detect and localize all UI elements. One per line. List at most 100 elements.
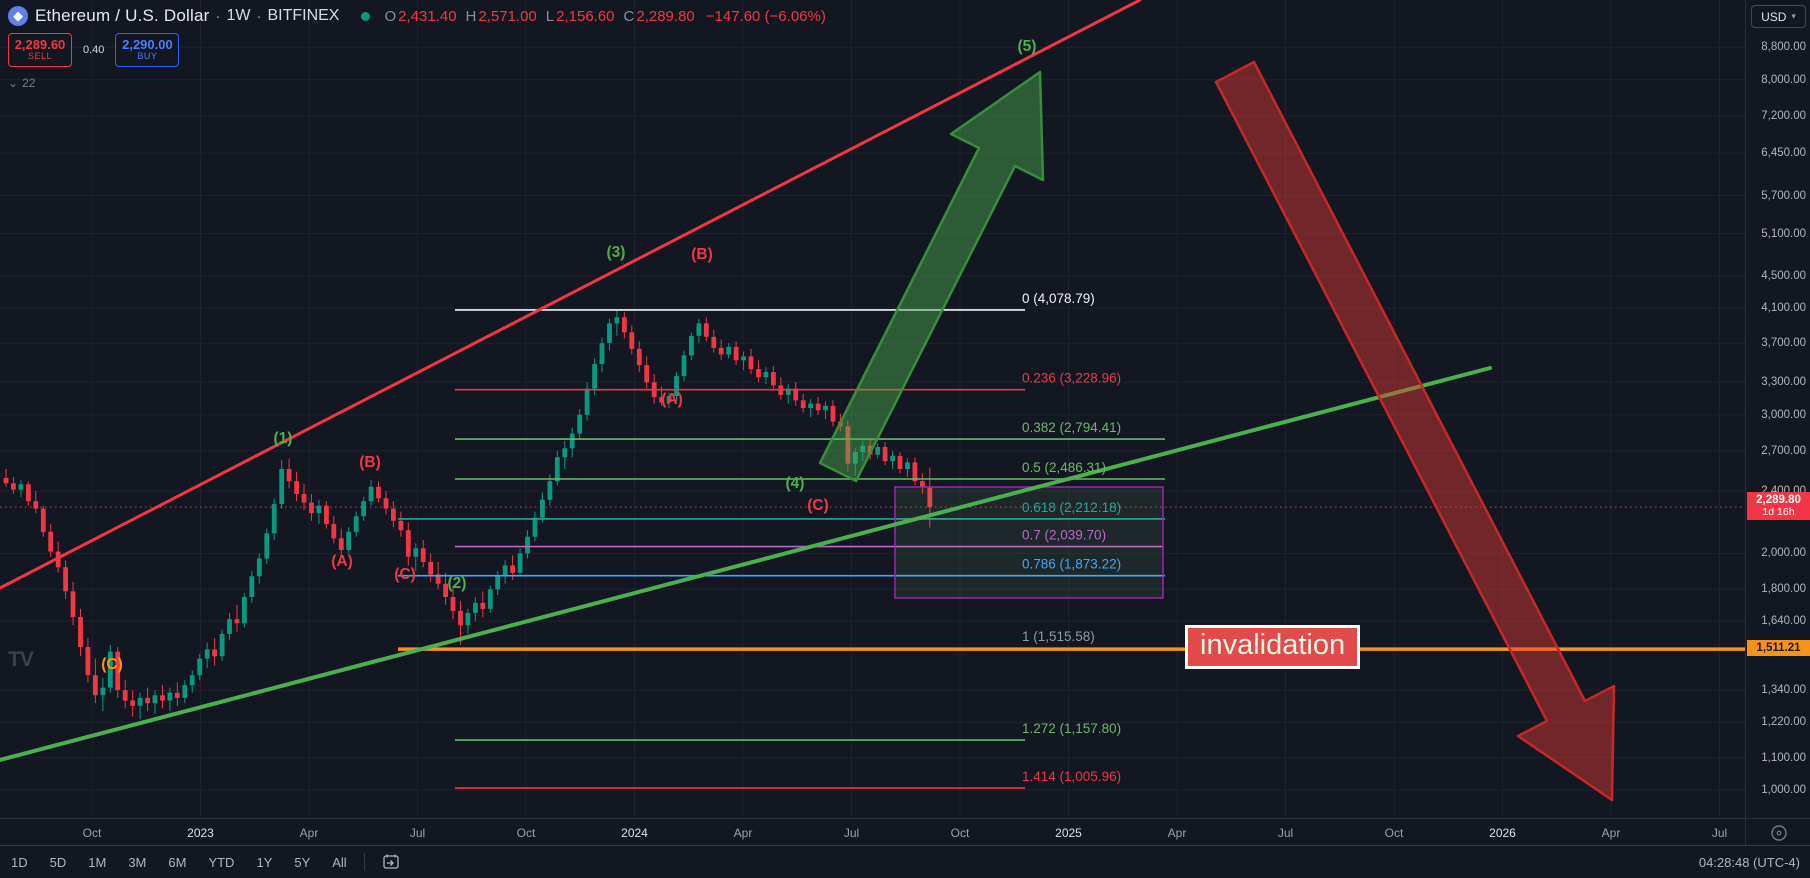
svg-text:(A): (A) xyxy=(331,553,353,570)
range-button-1d[interactable]: 1D xyxy=(11,854,28,870)
range-button-5d[interactable]: 5D xyxy=(49,854,67,870)
bear-scenario-arrow xyxy=(1214,60,1616,802)
time-scale-label: 2026 xyxy=(1489,825,1516,840)
svg-text:(4): (4) xyxy=(786,475,805,492)
price-scale[interactable]: USD ▾ 8,800.00 8,000.00 7,200.00 6,450.00 5,… xyxy=(1745,0,1810,818)
grid xyxy=(0,0,1745,818)
time-scale-label: Oct xyxy=(516,825,536,840)
svg-text:(B): (B) xyxy=(359,454,381,471)
indicators-count: 22 xyxy=(22,76,36,90)
open-value: 2,431.40 xyxy=(398,7,457,25)
invalidation-label: invalidation xyxy=(1185,625,1361,669)
time-scale-label: Jul xyxy=(843,825,860,840)
time-scale[interactable]: Oct 2023 Apr Jul Oct 2024 Apr Jul Oct 2025 Apr Jul O… xyxy=(0,818,1745,846)
high-value: 2,571.00 xyxy=(478,7,537,25)
sell-button[interactable]: 2,289.60 SELL xyxy=(8,33,72,67)
candles xyxy=(3,309,933,720)
price-scale-label: 8,000.00 xyxy=(1761,73,1806,86)
range-button-6m[interactable]: 6M xyxy=(168,854,187,870)
svg-text:0.618 (2,212.18): 0.618 (2,212.18) xyxy=(1022,500,1121,515)
entry-zone-box xyxy=(894,486,1164,599)
symbol-title[interactable]: Ethereum / U.S. Dollar xyxy=(35,6,210,25)
price-scale-label: 5,700.00 xyxy=(1761,189,1806,202)
separator: · xyxy=(215,7,221,25)
separator: · xyxy=(256,7,262,25)
market-status-dot xyxy=(361,11,371,21)
buy-price: 2,290.00 xyxy=(122,36,173,52)
range-button-1m[interactable]: 1M xyxy=(88,854,107,870)
price-scale-label: 8,800.00 xyxy=(1761,41,1806,54)
svg-text:(1): (1) xyxy=(274,430,293,447)
svg-text:0.236 (3,228.96): 0.236 (3,228.96) xyxy=(1022,371,1121,386)
range-button-3m[interactable]: 3M xyxy=(128,854,147,870)
time-scale-label: Apr xyxy=(299,825,319,840)
low-value: 2,156.60 xyxy=(556,7,615,25)
price-scale-label: 5,100.00 xyxy=(1761,227,1806,240)
change-value: −147.60 (−6.06%) xyxy=(705,7,826,25)
invalidation-price-badge: 1,511.21 xyxy=(1747,640,1810,657)
price-scale-label: 2,700.00 xyxy=(1761,444,1806,457)
ethereum-icon: ◆ xyxy=(8,6,28,26)
price-scale-label: 1,000.00 xyxy=(1761,784,1806,797)
elliott-wave-labels: (C)(1)(A)(B)(C)(2)(3)(A)(B)(4)(C)(5) xyxy=(101,38,1036,673)
time-scale-label: Apr xyxy=(733,825,753,840)
svg-text:1.414 (1,005.96): 1.414 (1,005.96) xyxy=(1022,769,1121,784)
indicators-collapse-chip[interactable]: ⌄ 22 xyxy=(8,76,42,90)
svg-text:(5): (5) xyxy=(1018,38,1037,55)
time-scale-label: 2025 xyxy=(1055,825,1082,840)
time-scale-label: Apr xyxy=(1167,825,1187,840)
price-scale-label: 6,450.00 xyxy=(1761,147,1806,160)
svg-text:(C): (C) xyxy=(807,497,829,514)
range-button-1y[interactable]: 1Y xyxy=(256,854,273,870)
bottom-toolbar: 1D 5D 1M 3M 6M YTD 1Y 5Y All 04:28:48 (UTC-4) xyxy=(0,845,1810,878)
chart-canvas[interactable]: 0 (4,078.79) 0.236 (3,228.96) 0.382 (2,794… xyxy=(0,0,1745,818)
time-scale-corner[interactable] xyxy=(1745,818,1810,846)
last-price-badge: 2,289.80 1d 16h xyxy=(1747,492,1810,521)
currency-label: USD xyxy=(1761,9,1787,24)
clock-icon xyxy=(1770,824,1787,841)
time-scale-label: 2024 xyxy=(621,825,648,840)
ohlc-readout: O 2,431.40 H 2,571.00 L 2,156.60 C 2,289.80 … xyxy=(384,7,826,25)
svg-text:0 (4,078.79): 0 (4,078.79) xyxy=(1022,291,1095,306)
buy-button[interactable]: 2,290.00 BUY xyxy=(115,33,180,67)
svg-text:1 (1,515.58): 1 (1,515.58) xyxy=(1022,629,1095,644)
range-button-all[interactable]: All xyxy=(332,854,347,870)
svg-text:0.382 (2,794.41): 0.382 (2,794.41) xyxy=(1022,420,1121,435)
time-scale-label: Oct xyxy=(1384,825,1404,840)
spread-value: 0.40 xyxy=(83,44,105,56)
close-value: 2,289.80 xyxy=(636,7,695,25)
svg-text:0.5 (2,486.31): 0.5 (2,486.31) xyxy=(1022,460,1106,475)
svg-text:(C): (C) xyxy=(101,656,123,673)
chevron-down-icon: ⌄ xyxy=(8,76,19,90)
interval-label[interactable]: 1W xyxy=(226,7,251,24)
price-scale-label: 2,000.00 xyxy=(1761,547,1806,560)
price-scale-label: 1,640.00 xyxy=(1761,615,1806,628)
svg-text:(C): (C) xyxy=(394,566,416,583)
time-scale-label: Oct xyxy=(950,825,970,840)
svg-text:0.786 (1,873.22): 0.786 (1,873.22) xyxy=(1022,557,1121,572)
price-scale-label: 4,500.00 xyxy=(1761,270,1806,283)
currency-toggle-button[interactable]: USD ▾ xyxy=(1751,5,1806,28)
price-scale-label: 1,340.00 xyxy=(1761,684,1806,697)
price-scale-label: 4,100.00 xyxy=(1761,302,1806,315)
svg-text:0.7 (2,039.70): 0.7 (2,039.70) xyxy=(1022,528,1106,543)
range-button-5y[interactable]: 5Y xyxy=(294,854,311,870)
order-panel: 2,289.60 SELL 0.40 2,290.00 BUY xyxy=(8,33,826,67)
time-scale-label: Jul xyxy=(1277,825,1294,840)
svg-text:(A): (A) xyxy=(661,391,683,408)
price-scale-label: 3,000.00 xyxy=(1761,408,1806,421)
session-clock[interactable]: 04:28:48 (UTC-4) xyxy=(1698,854,1800,870)
trendlines xyxy=(0,0,1492,762)
fib-retracement xyxy=(398,309,1165,789)
price-scale-label: 1,800.00 xyxy=(1761,583,1806,596)
price-scale-label: 3,700.00 xyxy=(1761,337,1806,350)
candlestick-chart[interactable]: 0 (4,078.79) 0.236 (3,228.96) 0.382 (2,794… xyxy=(0,0,1745,818)
go-to-date-button[interactable] xyxy=(381,852,401,872)
range-button-ytd[interactable]: YTD xyxy=(208,854,235,870)
time-scale-label: Oct xyxy=(82,825,102,840)
price-scale-label: 1,100.00 xyxy=(1761,751,1806,764)
tradingview-watermark-logo: TV xyxy=(8,648,34,671)
toolbar-divider xyxy=(363,853,365,871)
last-price-value: 2,289.80 xyxy=(1756,494,1801,507)
price-scale-label: 3,300.00 xyxy=(1761,376,1806,389)
